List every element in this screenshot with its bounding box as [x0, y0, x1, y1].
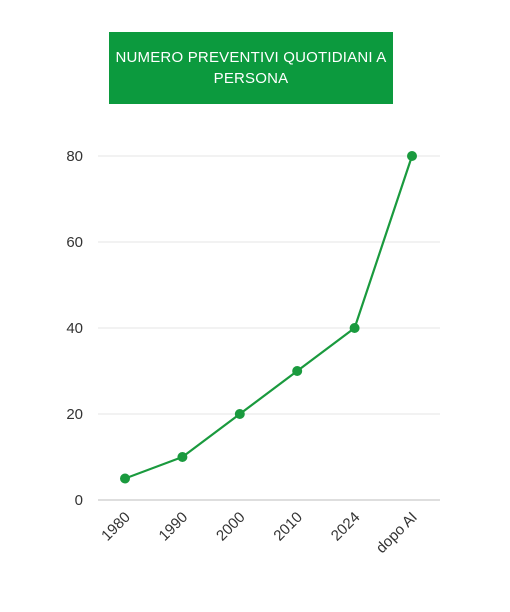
data-point [234, 409, 245, 419]
x-tick-label: 2010 [270, 509, 306, 545]
y-axis-ticks: 0 20 40 60 80 [66, 148, 83, 509]
x-axis-ticks: 1980 1990 2000 2010 2024 dopo AI [98, 509, 421, 557]
data-point [120, 473, 130, 484]
data-point [292, 366, 303, 376]
data-point [407, 151, 417, 161]
data-point [177, 452, 188, 462]
chart-title-box: NUMERO PREVENTIVI QUOTIDIANI A PERSONA [109, 32, 393, 104]
data-point [349, 323, 360, 333]
y-tick-label: 40 [66, 320, 83, 337]
series-line-group [124, 155, 414, 480]
x-tick-label: 2000 [213, 509, 249, 545]
x-tick-label: dopo AI [373, 509, 421, 557]
y-tick-label: 20 [66, 406, 83, 423]
data-points [120, 151, 417, 484]
x-tick-label: 1990 [156, 509, 192, 545]
x-tick-label: 1980 [98, 509, 134, 545]
y-tick-label: 80 [66, 148, 83, 165]
gridlines [98, 155, 440, 501]
x-tick-label: 2024 [328, 509, 364, 545]
series-line [124, 155, 414, 480]
y-tick-label: 60 [66, 234, 83, 251]
chart-title: NUMERO PREVENTIVI QUOTIDIANI A PERSONA [115, 49, 387, 87]
y-tick-label: 0 [75, 492, 83, 509]
